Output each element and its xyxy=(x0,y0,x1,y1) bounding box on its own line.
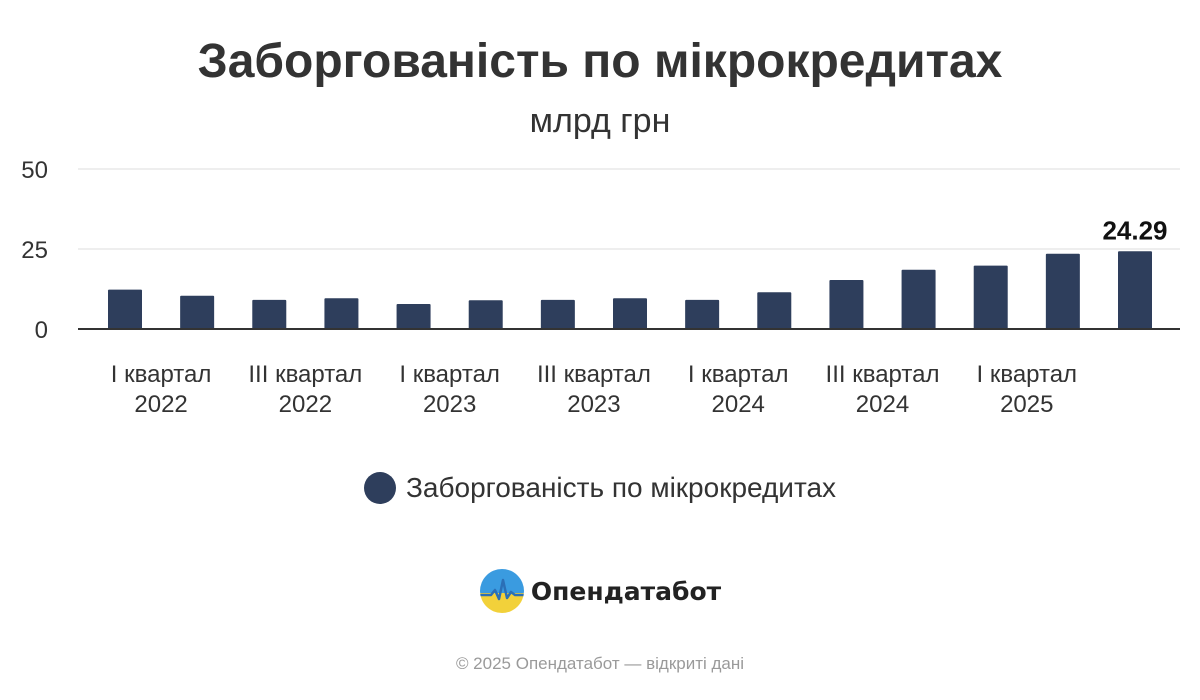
x-tick-label: I квартал xyxy=(111,361,212,388)
x-tick-label: 2022 xyxy=(279,391,332,418)
x-tick-label: 2024 xyxy=(712,391,765,418)
bar xyxy=(1045,253,1080,329)
y-tick-label: 25 xyxy=(21,237,48,264)
x-tick-label: 2023 xyxy=(567,391,620,418)
bar xyxy=(685,299,720,329)
bar xyxy=(901,269,936,329)
x-tick-label: I квартал xyxy=(399,361,500,388)
legend[interactable]: Заборгованість по мікрокредитах xyxy=(0,472,1200,504)
data-label: 24.29 xyxy=(1102,215,1167,245)
x-tick-label: 2025 xyxy=(1000,391,1053,418)
bar xyxy=(540,299,575,329)
brand[interactable]: Опендатабот xyxy=(0,568,1200,614)
x-tick-label: III квартал xyxy=(248,361,362,388)
chart-subtitle: млрд грн xyxy=(529,102,671,140)
bar xyxy=(757,292,792,329)
x-tick-label: III квартал xyxy=(826,361,940,388)
x-tick-label: 2022 xyxy=(134,391,187,418)
chart-title: Заборгованість по мікрокредитах xyxy=(197,35,1003,88)
x-tick-label: 2024 xyxy=(856,391,909,418)
bar xyxy=(108,289,142,329)
x-tick-label: I квартал xyxy=(688,361,789,388)
bar xyxy=(324,298,359,329)
bar xyxy=(180,295,215,329)
bar xyxy=(468,300,503,329)
y-tick-label: 50 xyxy=(21,157,48,184)
footer-copyright: © 2025 Опендатабот — відкриті дані xyxy=(455,654,745,673)
x-tick-label: I квартал xyxy=(977,361,1078,388)
y-tick-label: 0 xyxy=(35,317,48,344)
bar xyxy=(829,280,864,329)
bar xyxy=(396,304,431,329)
bar-chart: 0 25 50 24.29 I квартал 2022 III квартал 2022 I … xyxy=(21,157,1180,418)
bar xyxy=(1118,251,1152,329)
bar xyxy=(613,298,647,329)
x-tick-label: 2023 xyxy=(423,391,476,418)
bar xyxy=(252,299,287,329)
bar xyxy=(973,265,1008,329)
brand-name: Опендатабот xyxy=(530,576,722,606)
legend-marker xyxy=(363,472,396,504)
legend-label: Заборгованість по мікрокредитах xyxy=(405,472,837,503)
x-tick-label: III квартал xyxy=(537,361,651,388)
opendatabot-logo-icon xyxy=(479,569,524,613)
